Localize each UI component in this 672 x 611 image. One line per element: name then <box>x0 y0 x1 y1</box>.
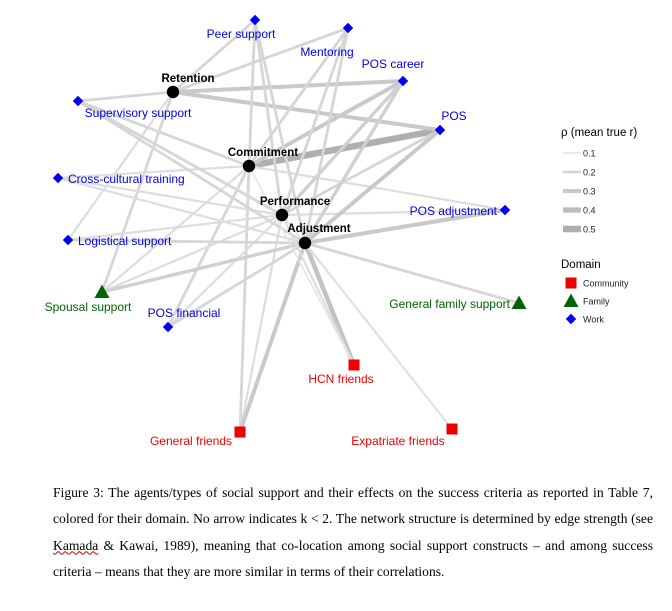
edge-performance-posfinancial <box>166 213 284 329</box>
edge-commitment-supervisory <box>76 99 251 168</box>
legend-family-marker <box>563 293 579 307</box>
legend: ρ (mean true r) 0.1 0.2 0.3 0.4 0.5 Domain Comm… <box>561 127 637 325</box>
legend-rho-label: 0.3 <box>583 187 596 197</box>
edge-commitment-spousal <box>100 164 251 294</box>
edge-adjustment-mentoring <box>303 26 350 245</box>
edge-performance-supervisory <box>76 99 284 217</box>
edge-adjustment-poscareer <box>303 79 405 245</box>
edge-commitment-crosscultural <box>56 164 251 180</box>
legend-rho-label: 0.4 <box>583 206 596 216</box>
node-spousal-marker <box>94 284 110 298</box>
edge-retention-poscareer <box>171 79 405 94</box>
edge-performance-expatriate <box>281 214 453 430</box>
caption-citation: Kamada <box>53 537 99 553</box>
node-label-hcn: HCN friends <box>308 372 373 386</box>
edge-retention-pos <box>171 90 442 132</box>
edge-commitment-mentoring <box>247 26 350 168</box>
caption-text-end: & Kawai, 1989), meaning that co-location… <box>53 537 653 580</box>
node-label-posadjustment: POS adjustment <box>410 204 498 218</box>
node-commitment-dot <box>242 159 256 173</box>
node-generalfriends-marker <box>234 426 246 438</box>
edge-adjustment-hcn <box>302 240 357 368</box>
node-supervisory-marker <box>72 95 84 107</box>
node-label-peer: Peer support <box>207 27 276 41</box>
edge-performance-pos <box>280 128 442 217</box>
caption-text-start: Figure 3: The agents/types of social sup… <box>53 484 653 527</box>
node-label-expatriate: Expatriate friends <box>351 434 444 448</box>
node-label-pos: POS <box>441 109 466 123</box>
node-poscareer-marker <box>397 75 409 87</box>
edge-retention-peer <box>171 18 257 94</box>
node-label-generalfamily: General family support <box>389 297 510 311</box>
node-hcn-marker <box>348 359 360 371</box>
node-label-spousal: Spousal support <box>45 300 132 314</box>
node-label-commitment: Commitment <box>228 147 298 159</box>
legend-community-marker <box>565 277 577 289</box>
node-peer-marker <box>249 14 261 26</box>
legend-domain-label: Family <box>583 297 610 307</box>
node-adjustment-dot <box>298 236 312 250</box>
node-performance-dot <box>275 208 289 222</box>
node-label-adjustment: Adjustment <box>287 223 350 235</box>
edge-performance-logistical <box>66 213 284 242</box>
node-mentoring-marker <box>342 22 354 34</box>
edge-adjustment-generalfriends <box>238 241 307 434</box>
node-posadjustment-marker <box>499 204 511 216</box>
edge-performance-crosscultural <box>56 176 284 217</box>
node-logistical-marker <box>62 234 74 246</box>
edge-performance-hcn <box>280 213 356 367</box>
edge-commitment-posadjustment <box>247 164 507 212</box>
legend-rho-title: ρ (mean true r) <box>561 127 637 139</box>
legend-work-marker <box>565 313 577 325</box>
edge-retention-logistical <box>66 90 175 242</box>
edge-adjustment-posfinancial <box>166 241 307 329</box>
node-label-generalfriends: General friends <box>150 434 232 448</box>
legend-domain-label: Community <box>583 279 629 289</box>
node-label-crosscultural: Cross-cultural training <box>68 172 185 186</box>
edge-adjustment-posadjustment <box>303 208 507 245</box>
legend-rho-label: 0.2 <box>583 168 596 178</box>
legend-domain-label: Work <box>583 315 604 325</box>
legend-rho-label: 0.1 <box>583 149 596 159</box>
node-generalfamily-marker <box>511 295 527 309</box>
edge-adjustment-supervisory <box>76 99 307 245</box>
legend-domain-title: Domain <box>561 259 601 271</box>
node-posfinancial-marker <box>162 321 174 333</box>
node-label-poscareer: POS career <box>362 57 425 71</box>
edge-retention-supervisory <box>76 90 175 103</box>
edge-performance-posadjustment <box>280 208 507 217</box>
edge-adjustment-pos <box>303 128 442 245</box>
edge-performance-spousal <box>100 213 284 294</box>
edge-commitment-hcn <box>248 165 355 366</box>
network-edges <box>56 18 521 434</box>
node-label-retention: Retention <box>161 73 214 85</box>
edge-adjustment-peer <box>253 18 307 245</box>
node-expatriate-marker <box>446 423 458 435</box>
figure-caption: Figure 3: The agents/types of social sup… <box>53 480 653 586</box>
node-label-supervisory: Supervisory support <box>85 106 192 120</box>
edge-performance-peer <box>253 18 284 217</box>
node-crosscultural-marker <box>52 172 64 184</box>
legend-rho-label: 0.5 <box>583 225 596 235</box>
edge-adjustment-logistical <box>66 238 307 245</box>
node-retention-dot <box>166 85 180 99</box>
node-label-posfinancial: POS financial <box>148 306 221 320</box>
node-label-logistical: Logistical support <box>78 234 172 248</box>
edge-adjustment-generalfamily <box>303 241 521 305</box>
edge-adjustment-spousal <box>100 241 307 294</box>
network-figure: Peer support Mentoring POS career Retention… <box>45 14 637 448</box>
network-nodes: Peer support Mentoring POS career Retention… <box>45 14 527 448</box>
node-pos-marker <box>434 124 446 136</box>
edge-performance-poscareer <box>280 79 405 217</box>
node-label-performance: Performance <box>260 196 330 208</box>
edge-commitment-peer <box>247 18 257 168</box>
node-label-mentoring: Mentoring <box>300 45 353 59</box>
edge-adjustment-crosscultural <box>56 176 307 245</box>
